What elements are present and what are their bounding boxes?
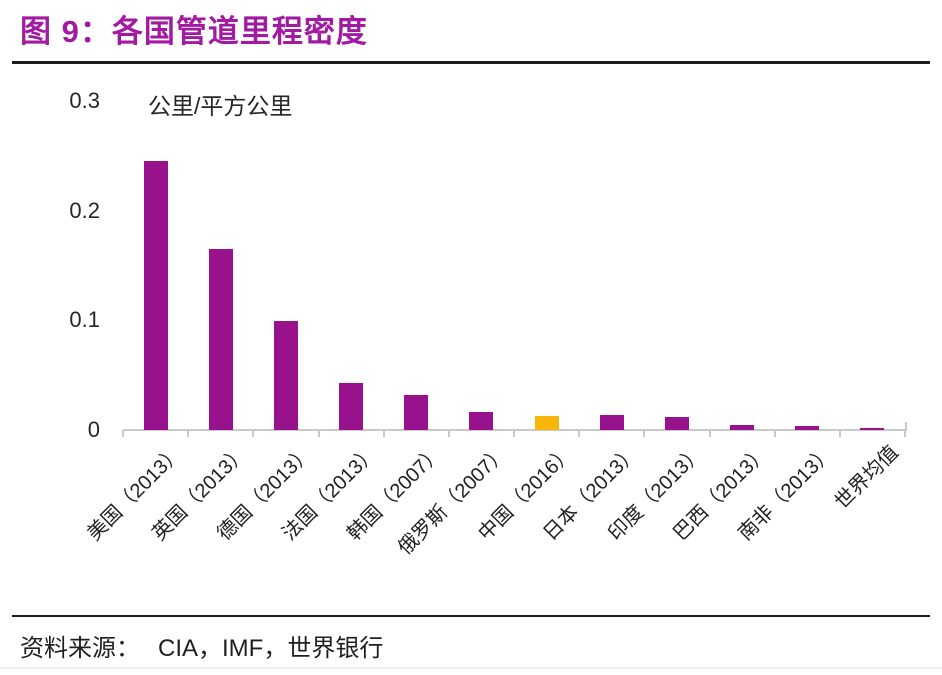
chart-bar-1 [144,161,168,430]
y-axis-unit-label: 公里/平方公里 [148,93,293,119]
x-axis-tick [318,430,320,437]
x-axis-tick [448,430,450,437]
x-axis-category-label: 印度（2013） [604,441,708,546]
x-axis-tick [513,430,515,437]
source-note: 资料来源： CIA，IMF，世界银行 [20,628,383,663]
source-label: 资料来源： [20,635,140,662]
source-divider [12,615,930,617]
chart-bar-11 [795,426,819,430]
title-divider [12,61,930,64]
chart-bar-7 [535,416,559,430]
x-axis-tick [187,430,189,437]
y-tick-label: 0.3 [69,88,100,113]
x-axis-category-label: 俄罗斯（2007） [394,441,512,560]
bottom-divider [0,667,942,669]
source-text: CIA，IMF，世界银行 [158,635,384,662]
y-tick-label: 0.1 [69,307,100,333]
chart-bar-2 [209,249,233,430]
x-axis-category-label: 南非（2013） [734,441,838,546]
chart-bar-9 [665,417,689,430]
x-axis-tick [383,430,385,437]
x-axis-tick [578,430,580,437]
x-axis-tick [643,430,645,437]
x-axis-category-label: 美国（2013） [83,441,187,546]
x-axis-tick [252,430,254,437]
x-axis-category-label: 日本（2013） [539,441,643,546]
chart-bar-5 [404,395,428,430]
chart-bar-4 [339,383,363,430]
y-axis: 0 0.1 0.2 0.3 [30,88,100,442]
chart-bar-3 [274,321,298,430]
x-axis-tick [904,430,906,437]
x-axis-category-label: 英国（2013） [148,441,252,546]
x-axis-category-label: 德国（2013） [213,441,317,546]
chart-bar-6 [469,412,493,430]
x-axis-tick [774,430,776,437]
x-axis-category-label: 世界均值 [830,441,903,514]
figure-title: 图 9：各国管道里程密度 [20,14,368,49]
x-axis-category-label: 法国（2013） [278,441,382,546]
x-axis-tick [122,430,124,437]
y-tick-label: 0.2 [69,197,100,223]
plot-area [122,101,907,437]
chart-bar-12 [860,428,884,430]
x-axis-category-label: 韩国（2007） [343,441,447,546]
chart-bar-8 [600,415,624,430]
x-axis-line [123,429,907,431]
x-axis-tick [709,430,711,437]
x-axis-category-label: 巴西（2013） [669,441,773,546]
x-axis-category-label: 中国（2016） [474,441,578,546]
chart-bar-10 [730,425,754,430]
y-tick-label: 0 [87,417,100,442]
x-axis-end-tick [905,422,907,430]
x-axis-tick [839,430,841,437]
